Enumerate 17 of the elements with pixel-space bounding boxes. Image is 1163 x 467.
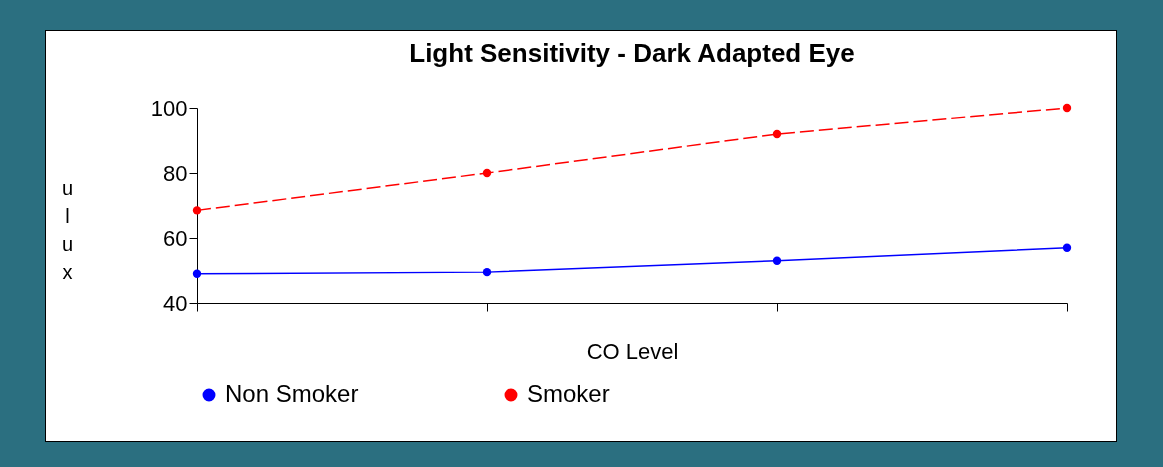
y-tick-label: 80 xyxy=(163,160,188,186)
point xyxy=(482,168,492,178)
point xyxy=(1062,243,1072,252)
y-tick-label: 40 xyxy=(163,290,188,316)
legend-label: Non Smoker xyxy=(225,380,359,407)
y-tick-label: 100 xyxy=(150,95,188,121)
x-axis-title: CO Level xyxy=(586,339,679,364)
point xyxy=(1062,103,1072,113)
point xyxy=(772,256,782,265)
point xyxy=(192,206,202,215)
y-axis-title: ulux xyxy=(61,176,74,283)
chart-title: Light Sensitivity - Dark Adapted Eye xyxy=(409,38,855,68)
y-tick-label: 60 xyxy=(163,225,188,251)
point xyxy=(772,129,782,139)
point xyxy=(192,269,202,278)
point xyxy=(482,267,492,277)
legend-label: Smoker xyxy=(527,380,610,407)
